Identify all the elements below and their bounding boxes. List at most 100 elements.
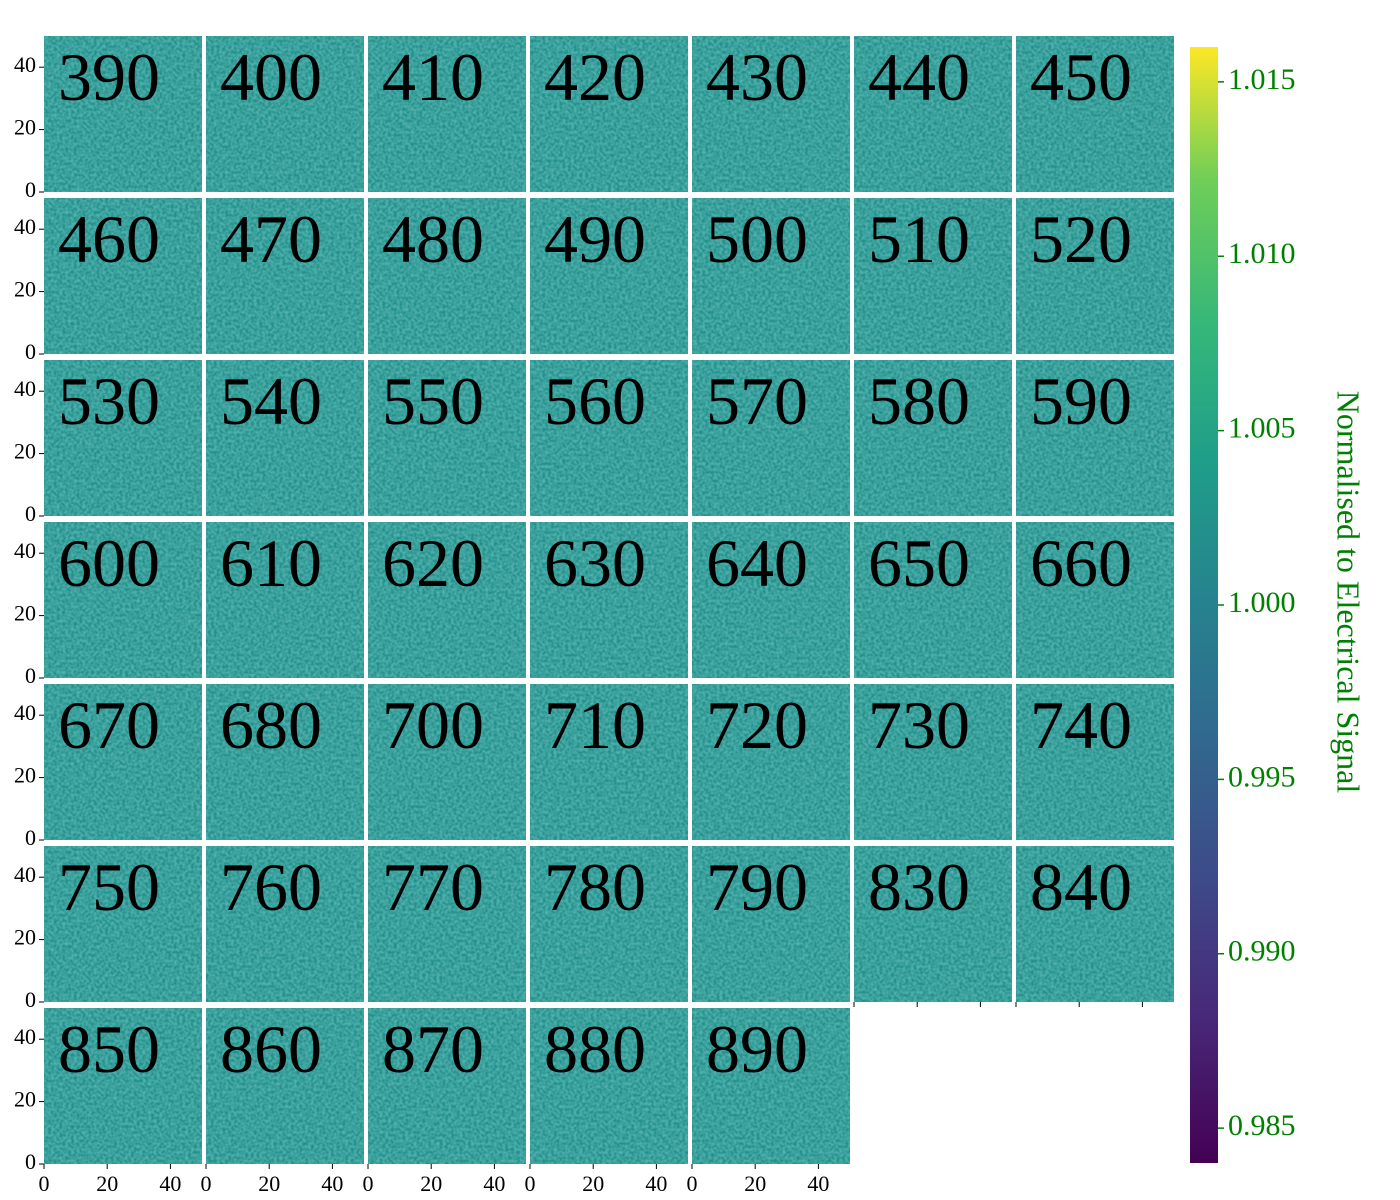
colorbar-tick-label: 0.990 [1228, 935, 1296, 968]
heatmap-panel [368, 1008, 526, 1164]
panel-label: 880 [544, 1011, 646, 1087]
panel-label: 560 [544, 363, 646, 439]
y-tick-label: 0 [25, 825, 36, 850]
colorbar-tick-label: 0.995 [1228, 760, 1296, 793]
panel-label: 540 [220, 363, 322, 439]
heatmap-panel [530, 360, 688, 516]
heatmap-panel [1016, 522, 1174, 678]
y-tick-label: 0 [25, 987, 36, 1012]
heatmap-panel [206, 36, 364, 192]
panel-label: 580 [868, 363, 970, 439]
heatmap-panel [206, 684, 364, 840]
panel-label: 440 [868, 39, 970, 115]
heatmap-panel [206, 522, 364, 678]
heatmap-panel [854, 198, 1012, 354]
heatmap-panel [44, 846, 202, 1002]
heatmap-panel [692, 360, 850, 516]
heatmap-panel [1016, 198, 1174, 354]
colorbar-tick-label: 1.005 [1228, 412, 1296, 445]
panel-label: 750 [58, 849, 160, 925]
y-tick-label: 0 [25, 663, 36, 688]
panel-label: 390 [58, 39, 160, 115]
panel-label: 620 [382, 525, 484, 601]
panel-label: 660 [1030, 525, 1132, 601]
y-tick-label: 20 [14, 763, 36, 788]
panel-label: 510 [868, 201, 970, 277]
y-tick-label: 20 [14, 925, 36, 950]
heatmap-panel [1016, 684, 1174, 840]
colorbar [1190, 47, 1218, 1163]
heatmap-panel [368, 198, 526, 354]
heatmap-panel [368, 522, 526, 678]
panel-label: 630 [544, 525, 646, 601]
heatmap-panel [44, 198, 202, 354]
heatmap-panel [692, 684, 850, 840]
x-tick-label: 20 [96, 1171, 118, 1196]
heatmap-panel [530, 198, 688, 354]
panel-label: 710 [544, 687, 646, 763]
y-tick-label: 40 [14, 700, 36, 725]
y-tick-label: 0 [25, 339, 36, 364]
panel-label: 460 [58, 201, 160, 277]
y-tick-label: 20 [14, 277, 36, 302]
panel-label: 490 [544, 201, 646, 277]
panel-label: 450 [1030, 39, 1132, 115]
x-tick-label: 0 [39, 1171, 50, 1196]
heatmap-panel [44, 360, 202, 516]
heatmap-panel [44, 1008, 202, 1164]
x-tick-label: 40 [807, 1171, 829, 1196]
panel-label: 730 [868, 687, 970, 763]
x-tick-label: 40 [321, 1171, 343, 1196]
heatmap-panel [368, 360, 526, 516]
colorbar-tick-label: 1.015 [1228, 63, 1296, 96]
y-tick-label: 20 [14, 115, 36, 140]
heatmap-panel [368, 846, 526, 1002]
y-tick-label: 40 [14, 214, 36, 239]
panel-label: 570 [706, 363, 808, 439]
colorbar-tick-label: 1.000 [1228, 586, 1296, 619]
panel-label: 860 [220, 1011, 322, 1087]
y-tick-label: 40 [14, 538, 36, 563]
heatmap-panel [206, 846, 364, 1002]
panel-label: 500 [706, 201, 808, 277]
y-tick-label: 40 [14, 862, 36, 887]
heatmap-panel [44, 684, 202, 840]
x-tick-label: 0 [363, 1171, 374, 1196]
heatmap-panel [368, 36, 526, 192]
heatmap-panel [44, 36, 202, 192]
x-tick-label: 40 [483, 1171, 505, 1196]
colorbar-label: Normalised to Electrical Signal [1331, 391, 1367, 794]
panel-label: 520 [1030, 201, 1132, 277]
heatmap-panel [692, 1008, 850, 1164]
x-tick-label: 20 [744, 1171, 766, 1196]
x-tick-label: 40 [645, 1171, 667, 1196]
x-tick-label: 20 [420, 1171, 442, 1196]
y-tick-label: 20 [14, 1087, 36, 1112]
heatmap-panel [206, 198, 364, 354]
panel-label: 700 [382, 687, 484, 763]
x-tick-label: 0 [687, 1171, 698, 1196]
heatmap-panel [530, 1008, 688, 1164]
x-tick-label: 40 [159, 1171, 181, 1196]
panel-label: 600 [58, 525, 160, 601]
panel-label: 590 [1030, 363, 1132, 439]
heatmap-panel [1016, 36, 1174, 192]
panel-label: 480 [382, 201, 484, 277]
panel-label: 870 [382, 1011, 484, 1087]
colorbar-tick-label: 1.010 [1228, 237, 1296, 270]
panel-label: 610 [220, 525, 322, 601]
heatmap-panel [692, 198, 850, 354]
y-tick-label: 40 [14, 1024, 36, 1049]
heatmap-panel [854, 36, 1012, 192]
panel-label: 530 [58, 363, 160, 439]
panel-label: 850 [58, 1011, 160, 1087]
panel-label: 830 [868, 849, 970, 925]
panel-label: 770 [382, 849, 484, 925]
heatmap-panel [854, 360, 1012, 516]
heatmap-panel [854, 684, 1012, 840]
panel-label: 470 [220, 201, 322, 277]
y-tick-label: 20 [14, 439, 36, 464]
y-tick-label: 40 [14, 52, 36, 77]
panel-label: 650 [868, 525, 970, 601]
